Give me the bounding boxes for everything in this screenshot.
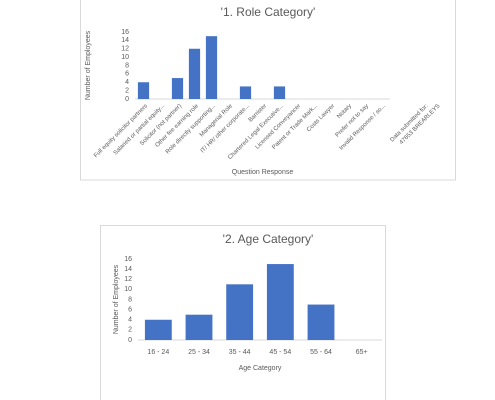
y-tick-label: 12	[124, 276, 132, 283]
chart-title: '2. Age Category'	[223, 232, 314, 246]
x-tick-label: 55 - 64	[310, 349, 332, 356]
y-tick-label: 4	[128, 317, 132, 324]
chart-title: '1. Role Category'	[221, 5, 316, 19]
bar	[266, 264, 294, 340]
y-axis-label: Number of Employees	[113, 264, 120, 334]
x-axis-label: Question Response	[232, 169, 294, 176]
y-tick-label: 4	[125, 79, 129, 86]
bar	[226, 284, 254, 340]
y-tick-label: 8	[128, 296, 132, 303]
bar	[171, 78, 184, 99]
y-tick-label: 10	[121, 54, 129, 61]
y-tick-label: 0	[125, 96, 129, 103]
y-tick-label: 6	[128, 306, 132, 313]
bar	[144, 319, 172, 340]
x-tick-label: 65+	[356, 349, 368, 356]
y-tick-label: 14	[124, 266, 132, 273]
bar	[307, 304, 335, 340]
x-axis-label: Age Category	[239, 365, 282, 372]
x-tick-label: 45 - 54	[269, 349, 291, 356]
y-tick-label: 2	[128, 327, 132, 334]
y-tick-label: 2	[125, 87, 129, 94]
bar	[273, 86, 286, 99]
bar	[185, 314, 213, 340]
y-axis-label: Number of Employees	[85, 30, 92, 100]
bar	[137, 82, 150, 99]
y-tick-label: 0	[128, 337, 132, 344]
x-tick-label: 16 - 24	[147, 349, 169, 356]
bar	[239, 86, 252, 99]
y-tick-label: 16	[124, 256, 132, 263]
bar	[188, 48, 201, 99]
chart-frame	[80, 0, 456, 181]
y-tick-label: 16	[121, 29, 129, 36]
y-tick-label: 14	[121, 37, 129, 44]
x-tick-label: 35 - 44	[229, 349, 251, 356]
bar	[205, 36, 218, 99]
y-tick-label: 12	[121, 46, 129, 53]
x-tick-label: 25 - 34	[188, 349, 210, 356]
y-tick-label: 6	[125, 71, 129, 78]
y-tick-label: 8	[125, 62, 129, 69]
y-tick-label: 10	[124, 286, 132, 293]
